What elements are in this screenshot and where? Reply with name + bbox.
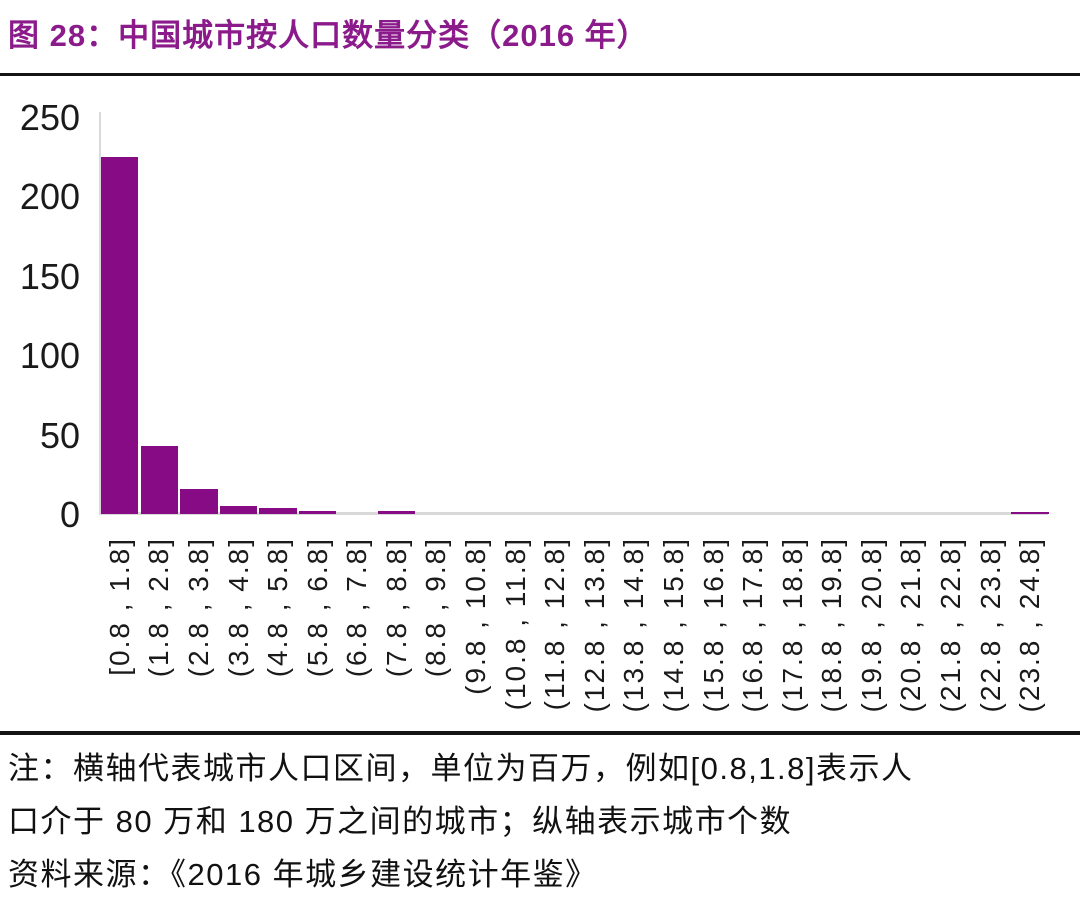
x-tick-label: (1.8 , 2.8]: [143, 537, 175, 678]
x-tick-label: (16.8 , 17.8]: [737, 537, 769, 713]
x-tick-label: (2.8 , 3.8]: [182, 537, 214, 678]
note-line-2: 口介于 80 万和 180 万之间的城市；纵轴表示城市个数: [8, 804, 793, 839]
note-line-1: 注：横轴代表城市人口区间，单位为百万，例如[0.8,1.8]表示人: [8, 751, 914, 786]
x-tick-label: (18.8 , 19.8]: [816, 537, 848, 713]
x-tick-label: (14.8 , 15.8]: [657, 537, 689, 713]
x-tick-label: (5.8 , 6.8]: [301, 537, 333, 678]
x-tick-label: (7.8 , 8.8]: [380, 537, 412, 678]
x-tick-label: (6.8 , 7.8]: [341, 537, 373, 678]
x-tick-label: (19.8 , 20.8]: [855, 537, 887, 713]
x-tick-label: (12.8 , 13.8]: [578, 537, 610, 713]
x-axis-line: [100, 512, 1048, 515]
x-tick-label: (3.8 , 4.8]: [222, 537, 254, 678]
y-tick-label: 150: [19, 255, 80, 297]
x-tick-label: (21.8 , 22.8]: [935, 537, 967, 713]
bar: [219, 506, 258, 514]
x-tick-label: (20.8 , 21.8]: [895, 537, 927, 713]
x-tick-label: (11.8 , 12.8]: [539, 537, 571, 711]
y-tick-label: 0: [59, 494, 80, 535]
bottom-divider: [0, 731, 1080, 735]
x-tick-label: [0.8 , 1.8]: [103, 537, 135, 676]
y-tick-label: 250: [19, 97, 80, 138]
x-tick-label: (15.8 , 16.8]: [697, 537, 729, 713]
x-tick-label: (9.8 , 10.8]: [460, 537, 492, 695]
x-tick-label: (17.8 , 18.8]: [776, 537, 808, 713]
x-tick-label: (8.8 , 9.8]: [420, 537, 452, 678]
bar: [298, 510, 337, 514]
plot-area: [99, 112, 1050, 515]
x-tick-label: (22.8 , 23.8]: [974, 537, 1006, 713]
y-axis-line: [99, 112, 101, 515]
note-source-line: 资料来源：《2016 年城乡建设统计年鉴》: [8, 857, 598, 892]
bar: [140, 445, 178, 514]
x-tick-label: (13.8 , 14.8]: [618, 537, 650, 713]
bar: [259, 507, 297, 514]
bar: [180, 488, 218, 514]
y-tick-label: 100: [19, 335, 80, 377]
bar: [101, 156, 139, 514]
figure-notes: 注：横轴代表城市人口区间，单位为百万，例如[0.8,1.8]表示人 口介于 80…: [8, 742, 914, 901]
bar: [378, 510, 416, 514]
x-tick-label: (10.8 , 11.8]: [499, 537, 531, 711]
x-tick-label: (4.8 , 5.8]: [262, 537, 294, 678]
figure-title: 图 28：中国城市按人口数量分类（2016 年）: [8, 18, 649, 53]
bar: [1011, 512, 1049, 514]
y-tick-label: 200: [19, 176, 80, 218]
top-divider: [0, 73, 1080, 76]
x-tick-label: (23.8 , 24.8]: [1014, 537, 1046, 713]
y-tick-label: 50: [39, 414, 80, 456]
